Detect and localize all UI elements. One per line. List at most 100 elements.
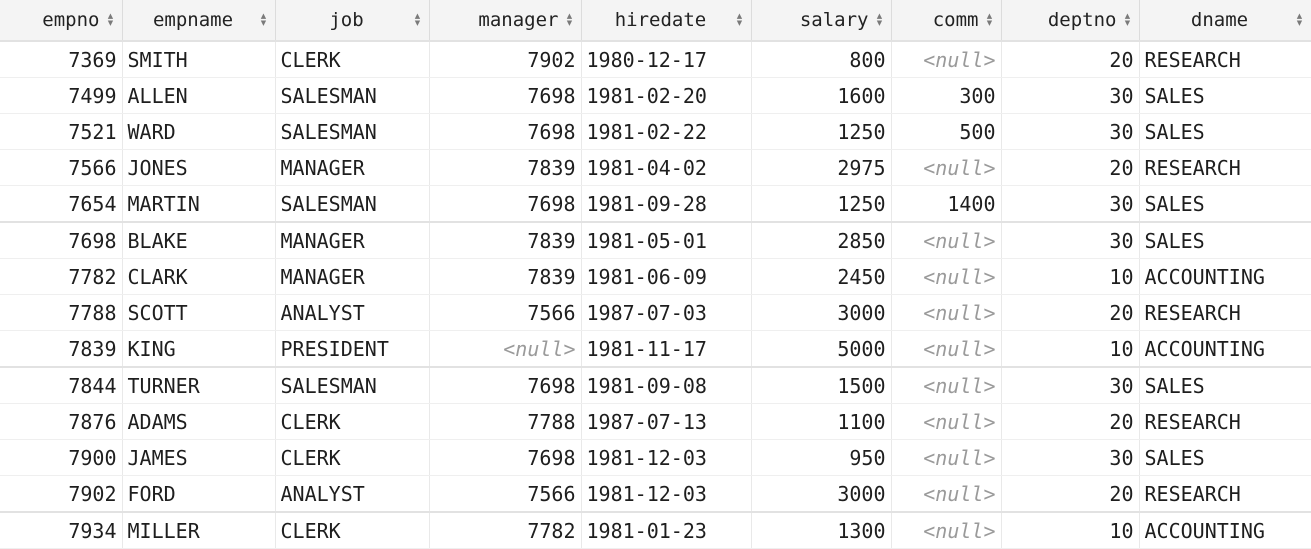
- table-row[interactable]: 7900 JAMES CLERK 7698 1981-12-03 950 <null> 30 S…: [0, 439, 1311, 476]
- cell-dname[interactable]: RESEARCH: [1139, 149, 1311, 186]
- table-row[interactable]: 7499 ALLEN SALESMAN 7698 1981-02-20 1600 300 30…: [0, 77, 1311, 114]
- cell-empname[interactable]: JONES: [122, 149, 276, 186]
- cell-job[interactable]: ANALYST: [275, 294, 430, 331]
- cell-dname[interactable]: SALES: [1139, 439, 1311, 476]
- table-row[interactable]: 7876 ADAMS CLERK 7788 1987-07-13 1100 <null> 20…: [0, 403, 1311, 440]
- cell-salary[interactable]: 1100: [751, 403, 892, 440]
- cell-dname[interactable]: RESEARCH: [1139, 294, 1311, 331]
- cell-comm[interactable]: <null>: [891, 512, 1002, 549]
- cell-comm[interactable]: <null>: [891, 439, 1002, 476]
- cell-comm[interactable]: <null>: [891, 222, 1002, 259]
- cell-job[interactable]: MANAGER: [275, 258, 430, 295]
- cell-dname[interactable]: RESEARCH: [1139, 475, 1311, 513]
- cell-empno[interactable]: 7566: [0, 149, 123, 186]
- cell-dname[interactable]: RESEARCH: [1139, 41, 1311, 78]
- cell-empno[interactable]: 7934: [0, 512, 123, 549]
- cell-dname[interactable]: SALES: [1139, 77, 1311, 114]
- cell-empno[interactable]: 7369: [0, 41, 123, 78]
- cell-comm[interactable]: <null>: [891, 294, 1002, 331]
- cell-salary[interactable]: 2450: [751, 258, 892, 295]
- cell-empname[interactable]: JAMES: [122, 439, 276, 476]
- cell-comm[interactable]: <null>: [891, 330, 1002, 368]
- cell-empname[interactable]: FORD: [122, 475, 276, 513]
- column-header-hiredate[interactable]: hiredate ▲ ▼: [581, 0, 752, 42]
- cell-dname[interactable]: SALES: [1139, 185, 1311, 223]
- cell-hiredate[interactable]: 1981-09-08: [581, 367, 752, 404]
- cell-dname[interactable]: ACCOUNTING: [1139, 512, 1311, 549]
- cell-empno[interactable]: 7782: [0, 258, 123, 295]
- table-row[interactable]: 7566 JONES MANAGER 7839 1981-04-02 2975 <null>…: [0, 149, 1311, 186]
- cell-empno[interactable]: 7844: [0, 367, 123, 404]
- cell-manager[interactable]: 7788: [429, 403, 582, 440]
- cell-comm[interactable]: 500: [891, 113, 1002, 150]
- sort-icon[interactable]: ▲ ▼: [565, 12, 575, 28]
- cell-manager[interactable]: 7839: [429, 258, 582, 295]
- cell-deptno[interactable]: 30: [1001, 439, 1140, 476]
- cell-deptno[interactable]: 30: [1001, 77, 1140, 114]
- cell-hiredate[interactable]: 1987-07-13: [581, 403, 752, 440]
- cell-deptno[interactable]: 20: [1001, 294, 1140, 331]
- cell-comm[interactable]: <null>: [891, 475, 1002, 513]
- cell-salary[interactable]: 2975: [751, 149, 892, 186]
- cell-deptno[interactable]: 20: [1001, 149, 1140, 186]
- cell-job[interactable]: CLERK: [275, 41, 430, 78]
- cell-salary[interactable]: 1600: [751, 77, 892, 114]
- cell-empname[interactable]: WARD: [122, 113, 276, 150]
- cell-comm[interactable]: 300: [891, 77, 1002, 114]
- cell-job[interactable]: CLERK: [275, 439, 430, 476]
- sort-icon[interactable]: ▲ ▼: [735, 12, 745, 28]
- cell-deptno[interactable]: 30: [1001, 113, 1140, 150]
- cell-empname[interactable]: MILLER: [122, 512, 276, 549]
- table-row[interactable]: 7934 MILLER CLERK 7782 1981-01-23 1300 <null> 1…: [0, 512, 1311, 549]
- cell-salary[interactable]: 800: [751, 41, 892, 78]
- cell-job[interactable]: MANAGER: [275, 222, 430, 259]
- cell-manager[interactable]: 7698: [429, 439, 582, 476]
- cell-deptno[interactable]: 30: [1001, 222, 1140, 259]
- cell-empname[interactable]: BLAKE: [122, 222, 276, 259]
- cell-empname[interactable]: SCOTT: [122, 294, 276, 331]
- column-header-salary[interactable]: salary ▲ ▼: [751, 0, 892, 42]
- cell-deptno[interactable]: 10: [1001, 330, 1140, 368]
- cell-empno[interactable]: 7499: [0, 77, 123, 114]
- cell-dname[interactable]: ACCOUNTING: [1139, 258, 1311, 295]
- cell-salary[interactable]: 1500: [751, 367, 892, 404]
- cell-salary[interactable]: 3000: [751, 294, 892, 331]
- cell-hiredate[interactable]: 1981-05-01: [581, 222, 752, 259]
- cell-deptno[interactable]: 30: [1001, 185, 1140, 223]
- sort-icon[interactable]: ▲ ▼: [1295, 12, 1305, 28]
- cell-dname[interactable]: SALES: [1139, 113, 1311, 150]
- cell-hiredate[interactable]: 1981-06-09: [581, 258, 752, 295]
- table-row[interactable]: 7902 FORD ANALYST 7566 1981-12-03 3000 <null> 2…: [0, 475, 1311, 513]
- cell-salary[interactable]: 2850: [751, 222, 892, 259]
- cell-hiredate[interactable]: 1980-12-17: [581, 41, 752, 78]
- sort-icon[interactable]: ▲ ▼: [106, 12, 116, 28]
- cell-hiredate[interactable]: 1981-12-03: [581, 439, 752, 476]
- cell-dname[interactable]: ACCOUNTING: [1139, 330, 1311, 368]
- cell-job[interactable]: PRESIDENT: [275, 330, 430, 368]
- sort-icon[interactable]: ▲ ▼: [985, 12, 995, 28]
- column-header-comm[interactable]: comm ▲ ▼: [891, 0, 1002, 42]
- sort-icon[interactable]: ▲ ▼: [875, 12, 885, 28]
- cell-comm[interactable]: <null>: [891, 149, 1002, 186]
- column-header-deptno[interactable]: deptno ▲ ▼: [1001, 0, 1140, 42]
- cell-job[interactable]: MANAGER: [275, 149, 430, 186]
- cell-salary[interactable]: 950: [751, 439, 892, 476]
- cell-job[interactable]: SALESMAN: [275, 113, 430, 150]
- sort-icon[interactable]: ▲ ▼: [259, 12, 269, 28]
- column-header-job[interactable]: job ▲ ▼: [275, 0, 430, 42]
- cell-empname[interactable]: ADAMS: [122, 403, 276, 440]
- cell-empno[interactable]: 7900: [0, 439, 123, 476]
- sort-icon[interactable]: ▲ ▼: [413, 12, 423, 28]
- cell-hiredate[interactable]: 1981-02-20: [581, 77, 752, 114]
- cell-comm[interactable]: <null>: [891, 403, 1002, 440]
- cell-job[interactable]: CLERK: [275, 512, 430, 549]
- cell-manager[interactable]: 7902: [429, 41, 582, 78]
- cell-dname[interactable]: SALES: [1139, 367, 1311, 404]
- cell-salary[interactable]: 1250: [751, 113, 892, 150]
- sort-icon[interactable]: ▲ ▼: [1123, 12, 1133, 28]
- cell-manager[interactable]: 7839: [429, 222, 582, 259]
- cell-empno[interactable]: 7788: [0, 294, 123, 331]
- cell-salary[interactable]: 1300: [751, 512, 892, 549]
- cell-hiredate[interactable]: 1981-04-02: [581, 149, 752, 186]
- cell-deptno[interactable]: 10: [1001, 512, 1140, 549]
